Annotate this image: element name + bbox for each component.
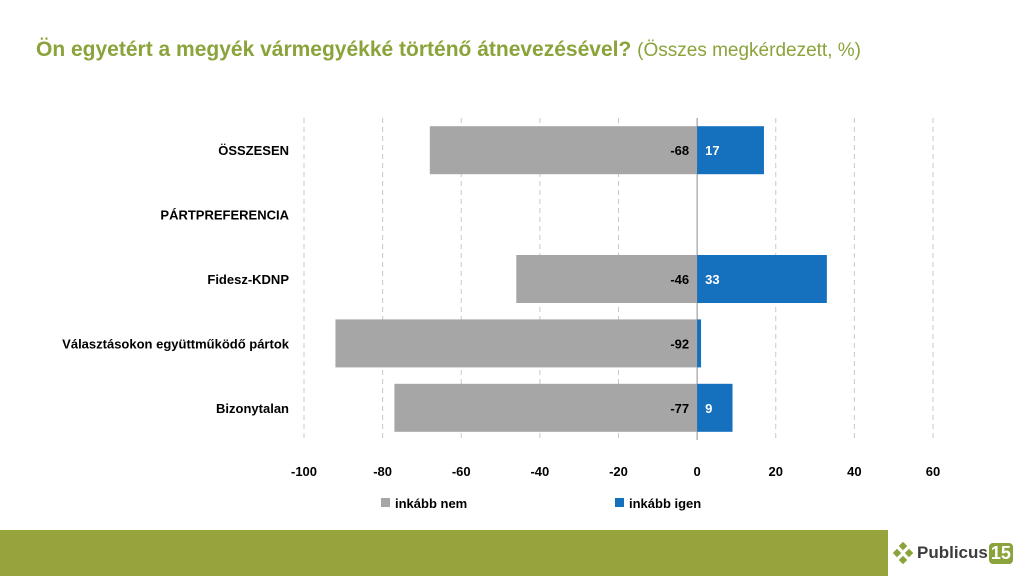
x-tick-label: -60 — [452, 464, 471, 479]
data-label-inkabb-igen: 33 — [705, 272, 719, 287]
bar-inkabb-igen — [697, 255, 827, 303]
x-axis-tick-labels: -100 -80 -60 -40 -20 0 20 40 60 — [291, 464, 940, 479]
legend-label-inkabb-igen: inkább igen — [629, 496, 701, 511]
bar-inkabb-igen — [697, 319, 702, 368]
bars: -68 17 -46 33 -92 -77 9 — [335, 126, 827, 432]
data-label-inkabb-nem: -46 — [670, 272, 689, 287]
legend-label-inkabb-nem: inkább nem — [395, 496, 467, 511]
legend-swatch-inkabb-nem — [381, 498, 390, 507]
x-tick-label: -20 — [609, 464, 628, 479]
category-label: Választásokon együttműködő pártok — [62, 336, 290, 351]
bar-inkabb-nem — [335, 319, 698, 368]
data-label-inkabb-igen: 17 — [705, 143, 719, 158]
title-subtitle: (Összes megkérdezett, %) — [637, 40, 861, 61]
x-tick-label: 20 — [769, 464, 783, 479]
x-tick-label: -80 — [373, 464, 392, 479]
bar-inkabb-nem — [429, 126, 698, 175]
data-label-inkabb-nem: -77 — [670, 401, 689, 416]
bar-inkabb-nem — [394, 383, 698, 432]
diamond-logo-icon — [892, 542, 914, 564]
data-label-inkabb-nem: -68 — [670, 143, 689, 158]
x-tick-label: 60 — [926, 464, 940, 479]
category-label: Bizonytalan — [216, 401, 289, 416]
legend: inkább nem inkább igen — [381, 496, 701, 511]
category-labels: ÖSSZESEN PÁRTPREFERENCIA Fidesz-KDNP Válasz… — [62, 143, 290, 416]
bar-inkabb-nem — [516, 255, 698, 303]
x-tick-label: -40 — [530, 464, 549, 479]
category-label: PÁRTPREFERENCIA — [160, 208, 289, 223]
bar-chart: -68 17 -46 33 -92 -77 9 ÖSSZESEN PÁRTPREFERENCI… — [62, 118, 940, 511]
title-main: Ön egyetért a megyék vármegyékké történő… — [36, 38, 632, 61]
x-tick-label: -100 — [291, 464, 317, 479]
bar-inkabb-igen — [697, 383, 733, 432]
footer-band — [0, 530, 888, 576]
legend-swatch-inkabb-igen — [615, 498, 624, 507]
data-label-inkabb-nem: -92 — [670, 336, 689, 351]
category-label: ÖSSZESEN — [218, 143, 289, 158]
bar-inkabb-igen — [697, 126, 764, 175]
category-label: Fidesz-KDNP — [207, 272, 289, 287]
x-tick-label: 40 — [847, 464, 861, 479]
chart-title: Ön egyetért a megyék vármegyékké történő… — [36, 38, 861, 62]
logo-name: Publicus — [917, 543, 988, 562]
logo-number: 15 — [988, 542, 1013, 564]
data-label-inkabb-igen: 9 — [705, 401, 712, 416]
x-tick-label: 0 — [694, 464, 701, 479]
publicus-logo: Publicus 15 — [892, 536, 1013, 570]
